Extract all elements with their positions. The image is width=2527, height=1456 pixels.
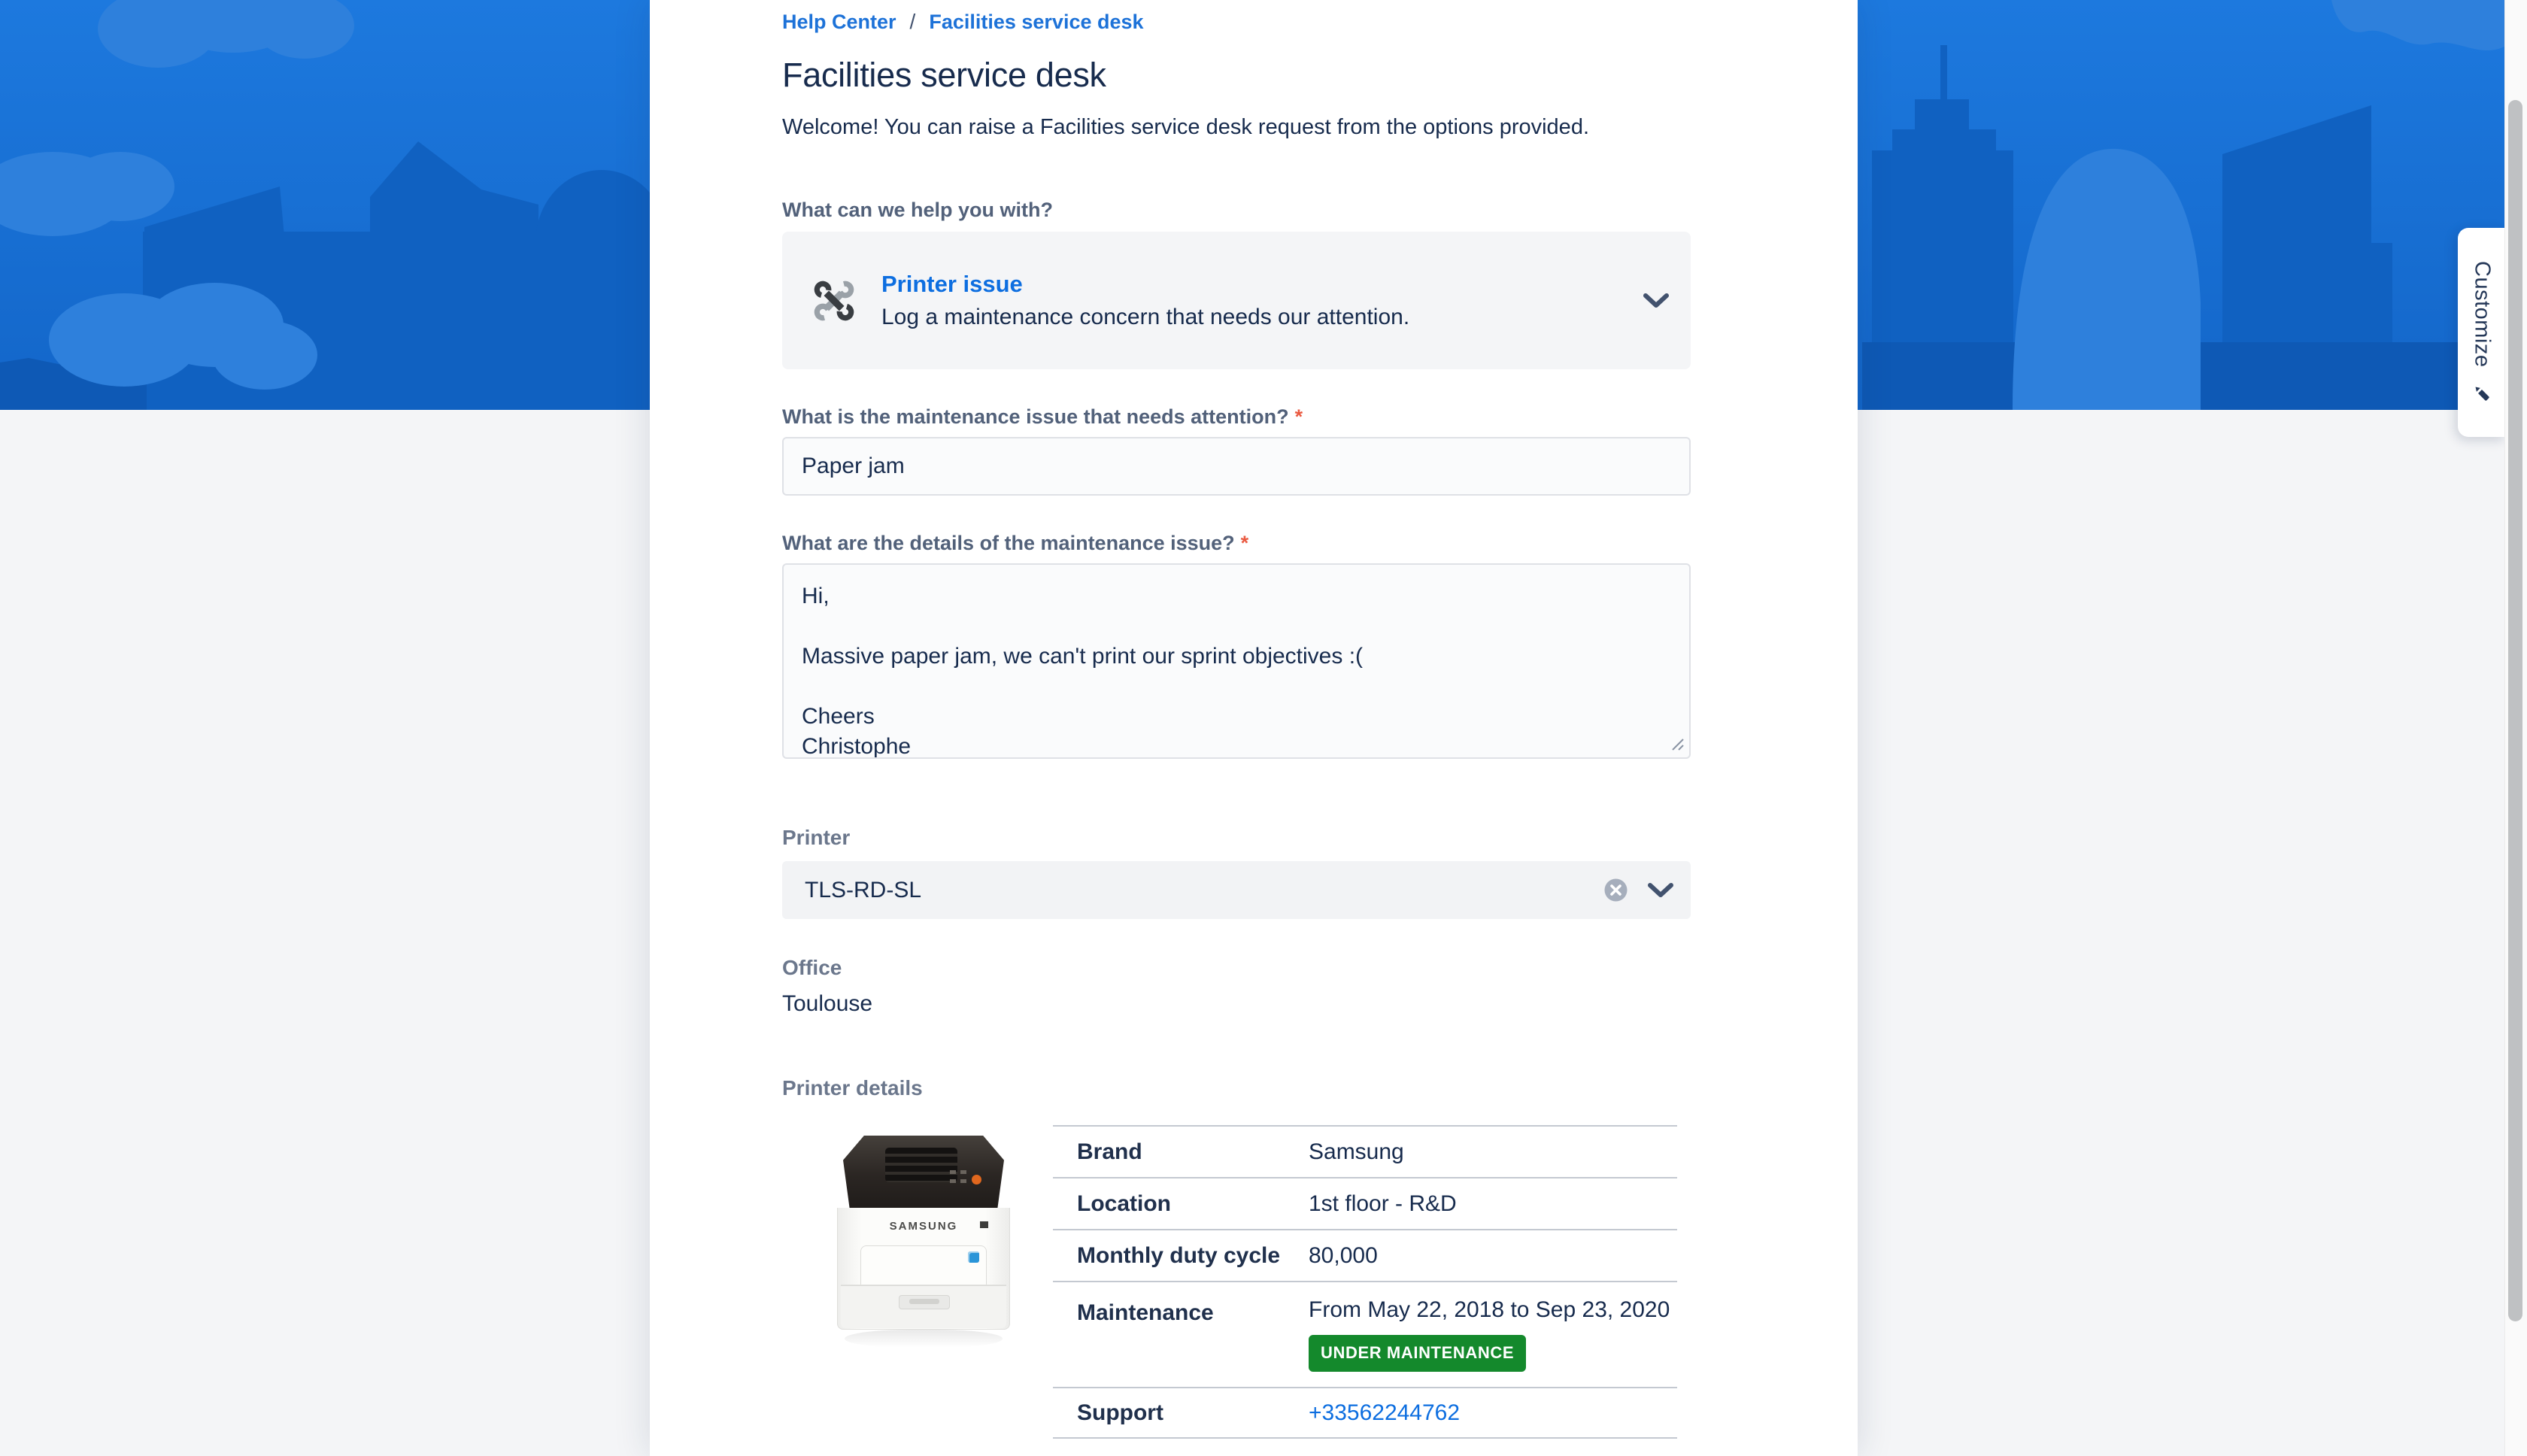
row-label: Location bbox=[1077, 1191, 1171, 1216]
printer-body: SAMSUNG bbox=[837, 1208, 1010, 1330]
printer-field-label: Printer bbox=[782, 826, 851, 849]
table-row: Support +33562244762 bbox=[1053, 1387, 1677, 1439]
row-value: 80,000 bbox=[1309, 1242, 1378, 1268]
printer-status-mark bbox=[980, 1221, 988, 1228]
chevron-down-icon[interactable] bbox=[1643, 293, 1670, 309]
table-row: Monthly duty cycle 80,000 bbox=[1053, 1229, 1677, 1281]
details-textarea-wrap: Hi, Massive paper jam, we can't print ou… bbox=[782, 563, 1691, 759]
pencil-icon bbox=[2475, 387, 2489, 401]
customize-label: Customize bbox=[2470, 261, 2495, 368]
request-type-text: Printer issue Log a maintenance concern … bbox=[881, 269, 1643, 332]
scrollbar-thumb[interactable] bbox=[2508, 100, 2522, 1321]
row-label: Support bbox=[1077, 1400, 1163, 1425]
breadcrumb: Help Center / Facilities service desk bbox=[782, 9, 1691, 35]
row-value: 1st floor - R&D bbox=[1309, 1191, 1457, 1216]
request-type-name[interactable]: Printer issue bbox=[881, 270, 1023, 297]
summary-input[interactable] bbox=[782, 437, 1691, 496]
printer-control-panel bbox=[950, 1169, 992, 1199]
scrollbar-track[interactable] bbox=[2504, 0, 2527, 1456]
printer-brand-logo: SAMSUNG bbox=[889, 1220, 958, 1233]
printer-top-section bbox=[843, 1136, 1004, 1208]
row-value: Samsung bbox=[1309, 1139, 1404, 1164]
printer-photo: SAMSUNG bbox=[837, 1136, 1010, 1350]
office-field-label: Office bbox=[782, 956, 842, 979]
office-value: Toulouse bbox=[782, 991, 873, 1016]
chevron-down-icon[interactable] bbox=[1647, 882, 1674, 899]
breadcrumb-separator: / bbox=[909, 10, 916, 33]
printer-details-section-label: Printer details bbox=[782, 1076, 923, 1100]
support-phone-link[interactable]: +33562244762 bbox=[1309, 1400, 1461, 1425]
printer-paper-tray bbox=[841, 1285, 1006, 1328]
resize-handle-icon[interactable] bbox=[1668, 735, 1685, 751]
request-type-dropdown[interactable]: Printer issue Log a maintenance concern … bbox=[782, 232, 1691, 369]
table-row: Maintenance From May 22, 2018 to Sep 23,… bbox=[1053, 1281, 1677, 1387]
details-textarea[interactable]: Hi, Massive paper jam, we can't print ou… bbox=[782, 563, 1691, 759]
breadcrumb-help-center-link[interactable]: Help Center bbox=[782, 11, 896, 33]
request-type-description: Log a maintenance concern that needs our… bbox=[881, 304, 1410, 329]
details-field-label: What are the details of the maintenance … bbox=[782, 532, 1249, 554]
request-type-section-label: What can we help you with? bbox=[782, 199, 1054, 221]
summary-field-label: What is the maintenance issue that needs… bbox=[782, 405, 1303, 428]
request-form-card: Help Center / Facilities service desk Fa… bbox=[650, 0, 1858, 1456]
printer-select-value: TLS-RD-SL bbox=[805, 877, 922, 902]
printer-details-panel: SAMSUNG bbox=[782, 1125, 1691, 1439]
row-label: Brand bbox=[1077, 1139, 1142, 1164]
required-asterisk: * bbox=[1294, 405, 1303, 428]
maintenance-dates: From May 22, 2018 to Sep 23, 2020 bbox=[1309, 1297, 1670, 1322]
printer-power-button bbox=[972, 1175, 981, 1185]
breadcrumb-current-link[interactable]: Facilities service desk bbox=[929, 11, 1144, 33]
row-label: Monthly duty cycle bbox=[1077, 1242, 1281, 1268]
row-value: From May 22, 2018 to Sep 23, 2020 UNDER … bbox=[1309, 1296, 1677, 1372]
printer-details-table: Brand Samsung Location 1st floor - R&D M… bbox=[1053, 1125, 1677, 1439]
row-value: +33562244762 bbox=[1309, 1399, 1677, 1427]
energy-star-icon bbox=[968, 1251, 979, 1263]
page-title: Facilities service desk bbox=[782, 56, 1106, 94]
printer-select[interactable]: TLS-RD-SL bbox=[782, 861, 1691, 919]
crossed-wrenches-icon bbox=[814, 281, 854, 320]
customize-tab[interactable]: Customize bbox=[2458, 228, 2504, 437]
row-label: Maintenance bbox=[1077, 1300, 1214, 1325]
printer-tray-handle bbox=[899, 1295, 950, 1309]
table-row: Brand Samsung bbox=[1053, 1125, 1677, 1177]
required-asterisk: * bbox=[1240, 532, 1249, 554]
printer-shadow bbox=[845, 1330, 1003, 1348]
welcome-text: Welcome! You can raise a Facilities serv… bbox=[782, 115, 1589, 139]
table-row: Location 1st floor - R&D bbox=[1053, 1177, 1677, 1229]
clear-selection-icon[interactable] bbox=[1604, 878, 1628, 902]
printer-output-tray bbox=[885, 1148, 957, 1182]
status-badge: UNDER MAINTENANCE bbox=[1309, 1335, 1527, 1372]
